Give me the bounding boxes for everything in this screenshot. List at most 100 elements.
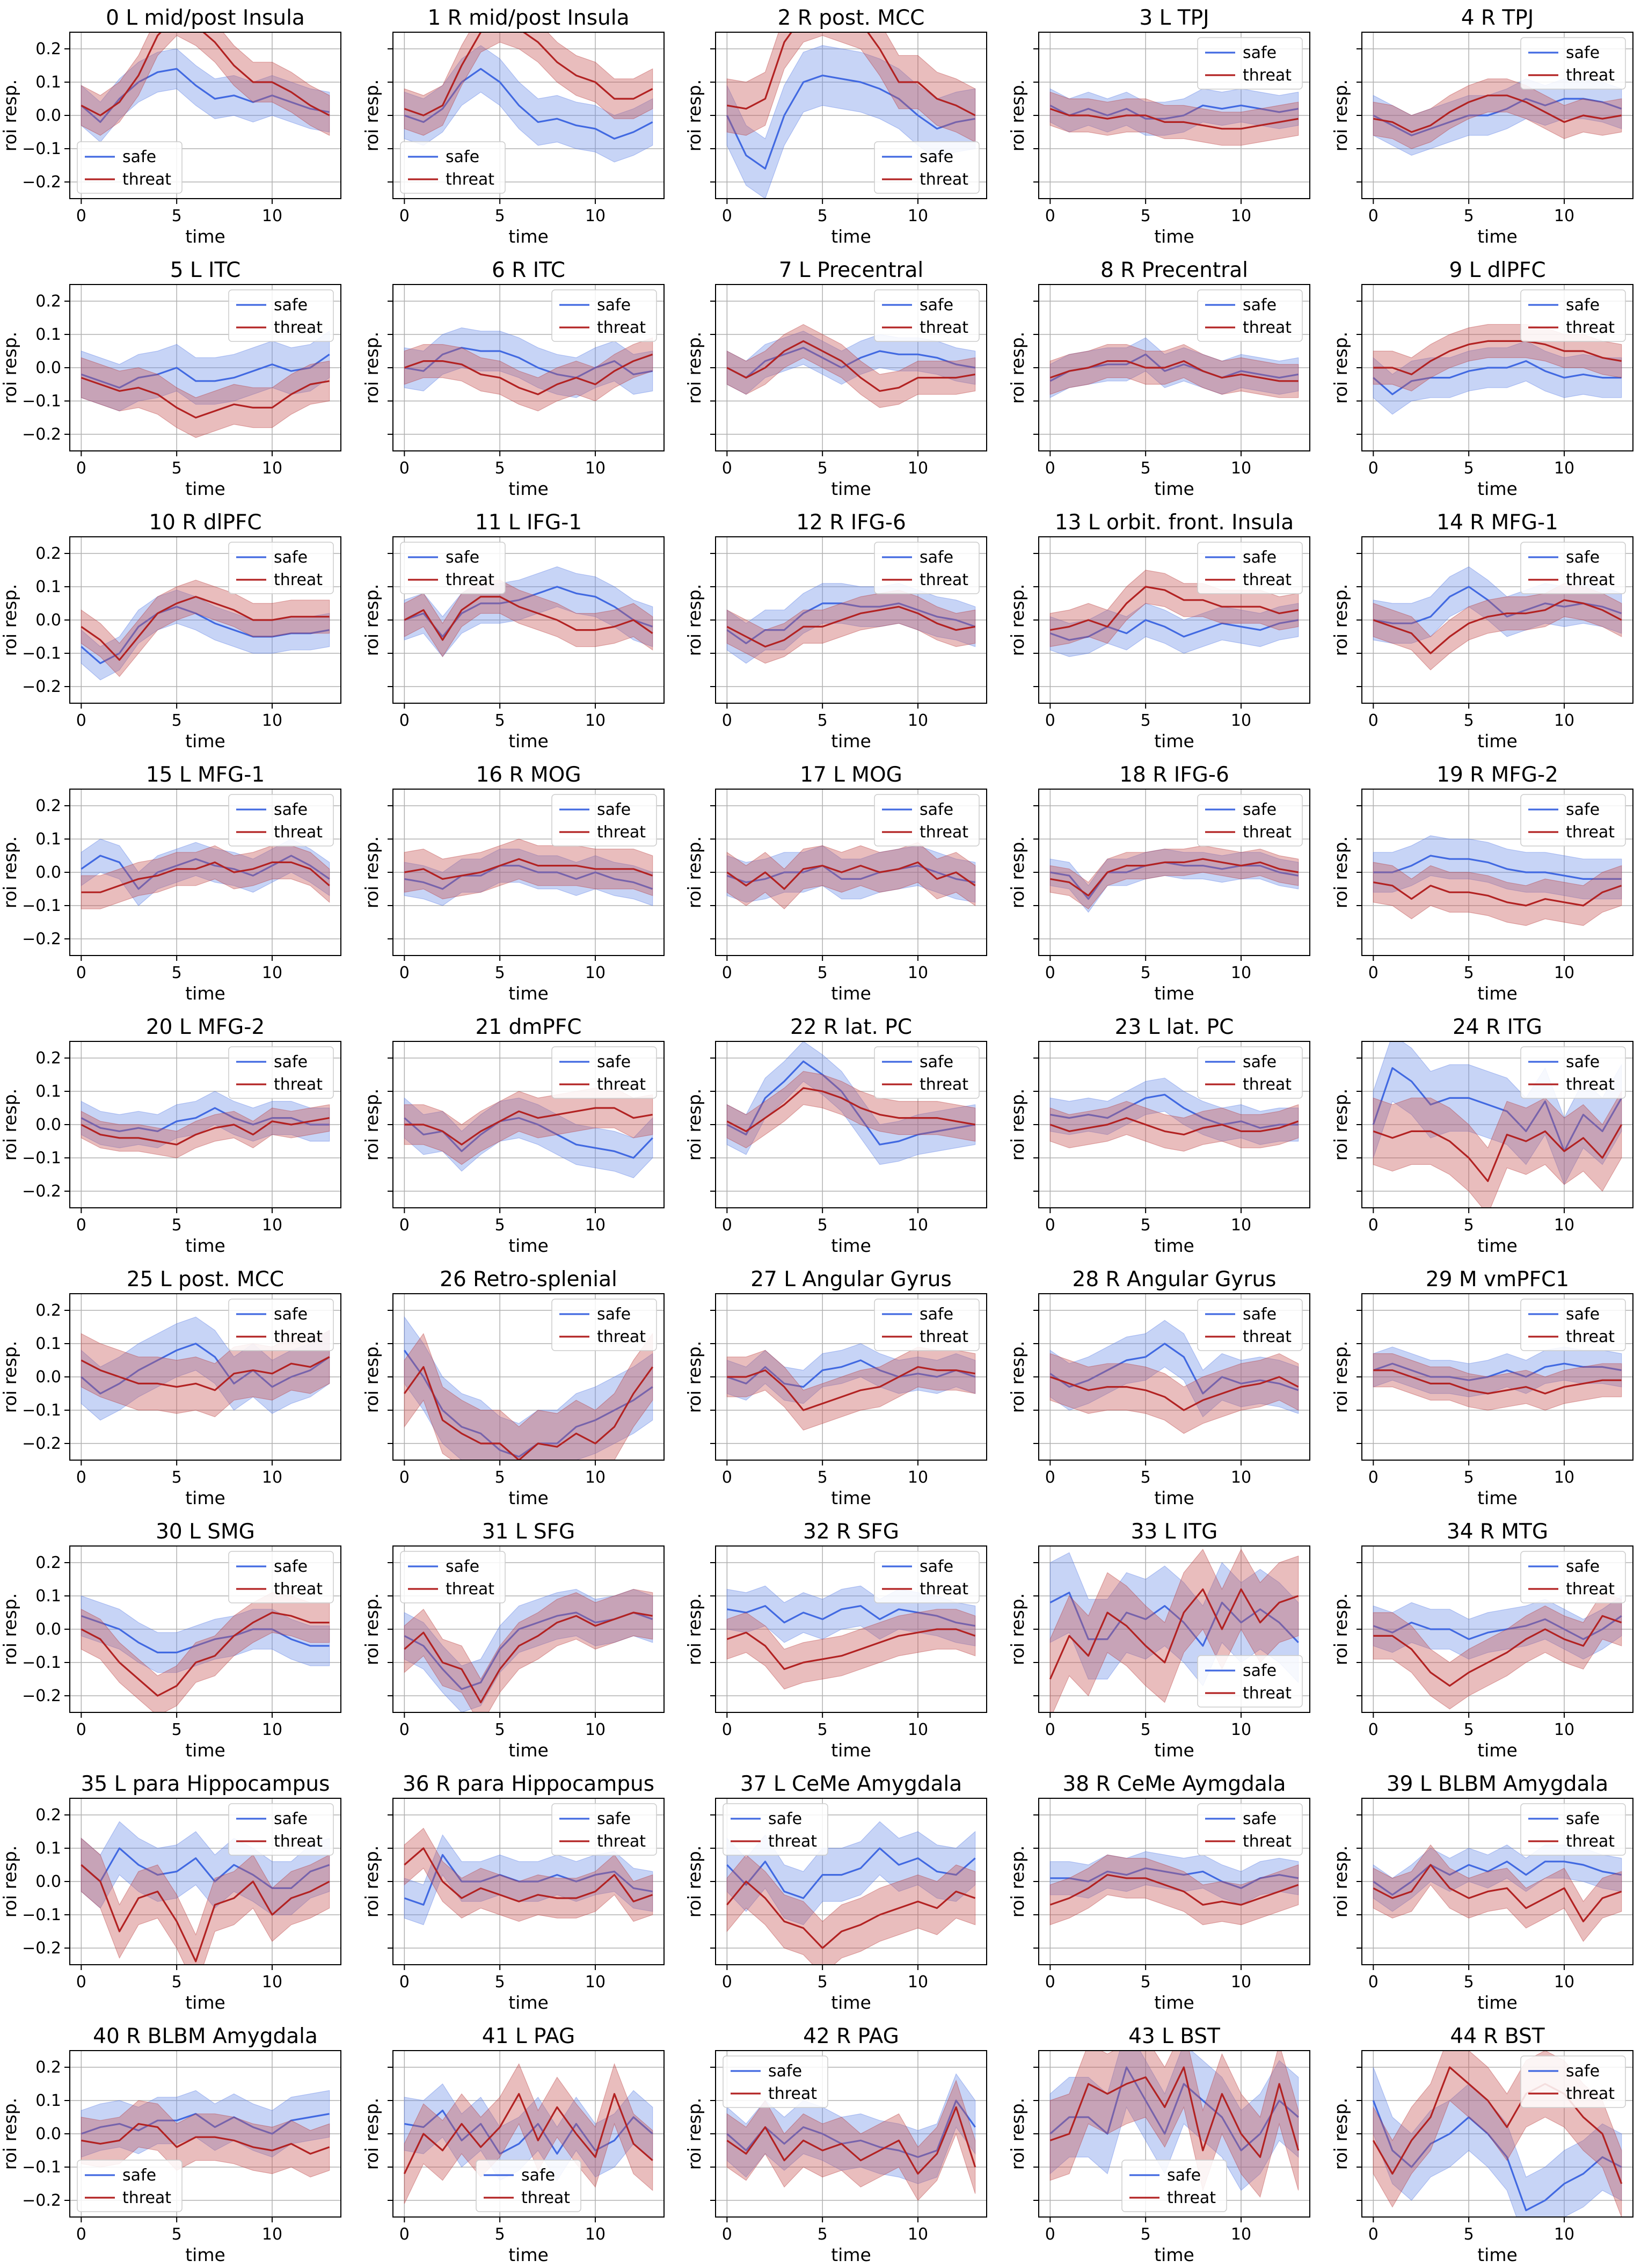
plot-area	[1049, 1851, 1299, 1926]
threat-band	[1373, 862, 1622, 926]
legend-label-safe: safe	[122, 2166, 156, 2185]
legend: safe threat	[551, 1299, 657, 1351]
subplot-18: 18 R IFG-6 0 5 10 time roi resp. safe threat	[1007, 763, 1310, 1004]
y-tick-label: −0.1	[22, 140, 61, 158]
x-tick-label: 10	[1231, 964, 1251, 982]
x-tick-label: 10	[908, 2225, 928, 2244]
x-axis-label: time	[1154, 2244, 1194, 2265]
x-tick-label: 0	[399, 1973, 410, 1992]
legend-box	[1197, 37, 1303, 90]
x-tick-label: 5	[1464, 459, 1474, 478]
safe-line	[404, 586, 653, 638]
legend-label-safe: safe	[122, 148, 156, 166]
threat-line	[81, 1117, 330, 1146]
subplot-21: 21 dmPFC 0 5 10 time roi resp. safe threat	[361, 1015, 665, 1256]
y-tick-label: 0.2	[35, 1301, 61, 1320]
y-axis-label: roi resp.	[1330, 79, 1351, 151]
x-tick-label: 10	[1554, 459, 1574, 478]
y-tick-label: 0.1	[35, 578, 61, 596]
y-tick-label: −0.2	[22, 173, 61, 192]
legend-label-safe: safe	[920, 548, 953, 567]
x-tick-label: 10	[1554, 207, 1574, 225]
x-tick-label: 0	[76, 459, 86, 478]
x-tick-label: 5	[495, 1973, 505, 1992]
threat-band	[1373, 1592, 1622, 1710]
y-axis-label: roi resp.	[1007, 332, 1028, 404]
x-axis-label: time	[1477, 478, 1518, 499]
subplot-title: 44 R BST	[1450, 2024, 1544, 2048]
x-tick-label: 10	[585, 207, 606, 225]
x-tick-label: 10	[908, 1720, 928, 1739]
threat-band	[404, 1332, 653, 1460]
x-tick-label: 5	[172, 207, 182, 225]
threat-band	[81, 32, 330, 136]
x-tick-label: 5	[818, 1468, 828, 1487]
threat-line	[81, 1611, 330, 1697]
legend-label-safe: safe	[446, 548, 479, 567]
legend: safe threat	[551, 289, 657, 342]
subplot-42: 42 R PAG 0 5 10 time roi resp. safe threat	[684, 2024, 987, 2265]
plot-area	[1049, 2051, 1300, 2198]
safe-line	[404, 2110, 653, 2155]
x-tick-label: 5	[1464, 1720, 1474, 1739]
x-axis-label: time	[1477, 226, 1518, 247]
legend-label-safe: safe	[1566, 296, 1600, 315]
x-tick-label: 10	[1554, 2225, 1574, 2244]
safe-line	[1049, 1343, 1299, 1395]
x-tick-label: 0	[76, 207, 86, 225]
legend: safe threat	[1197, 794, 1303, 847]
subplot-title: 7 L Precentral	[779, 258, 924, 282]
x-tick-label: 5	[1141, 964, 1151, 982]
plot-area	[81, 330, 330, 438]
safe-line	[404, 864, 653, 890]
subplot-title: 28 R Angular Gyrus	[1073, 1267, 1277, 1292]
x-tick-label: 10	[262, 964, 282, 982]
legend-label-threat: threat	[920, 823, 968, 842]
y-axis-label: roi resp.	[361, 836, 382, 908]
legend: safe threat	[1520, 1551, 1626, 1603]
subplot-title: 19 R MFG-2	[1436, 763, 1558, 787]
x-tick-label: 10	[585, 711, 606, 730]
plot-area	[81, 838, 330, 909]
legend-box	[551, 1046, 657, 1099]
legend-box	[874, 794, 980, 847]
legend-box	[1520, 1046, 1626, 1099]
legend-label-threat: threat	[768, 1832, 817, 1851]
safe-line	[81, 1847, 330, 1889]
legend-label-safe: safe	[597, 1810, 631, 1828]
threat-band	[404, 337, 653, 412]
threat-band	[726, 324, 976, 409]
legend-label-safe: safe	[1566, 1053, 1600, 1071]
legend-box	[874, 1046, 980, 1099]
legend-box	[400, 542, 506, 594]
x-tick-label: 5	[818, 459, 828, 478]
legend-label-threat: threat	[597, 1328, 646, 1346]
y-axis-label: roi resp.	[1007, 1341, 1028, 1413]
y-tick-label: −0.1	[22, 1906, 61, 1924]
threat-line	[404, 1107, 653, 1146]
y-axis-label: roi resp.	[0, 836, 20, 908]
legend-label-safe: safe	[768, 1810, 802, 1828]
subplot-5: 5 L ITC 0 5 10 time −0.2 −0.1 0.0 0.1 0.2 roi resp…	[0, 258, 341, 499]
x-axis-label: time	[1154, 226, 1194, 247]
threat-band	[81, 1330, 330, 1418]
x-tick-label: 5	[495, 1216, 505, 1235]
x-tick-label: 10	[585, 1973, 606, 1992]
x-tick-label: 5	[495, 2225, 505, 2244]
legend-box	[476, 2160, 581, 2212]
x-tick-label: 10	[1554, 1973, 1574, 1992]
threat-band	[81, 845, 330, 909]
x-tick-label: 10	[908, 711, 928, 730]
threat-line	[1373, 1124, 1623, 1182]
plot-area	[81, 2090, 330, 2178]
x-axis-label: time	[1154, 1992, 1194, 2013]
safe-line	[81, 1343, 330, 1395]
plot-area	[1373, 1346, 1622, 1411]
legend-label-safe: safe	[920, 148, 953, 166]
y-tick-label: 0.2	[35, 544, 61, 563]
plot-area	[1372, 1041, 1623, 1208]
subplot-title: 37 L CeMe Amygdala	[740, 1772, 962, 1796]
x-axis-label: time	[831, 731, 871, 752]
threat-line	[81, 32, 330, 116]
x-axis-label: time	[185, 1992, 225, 2013]
